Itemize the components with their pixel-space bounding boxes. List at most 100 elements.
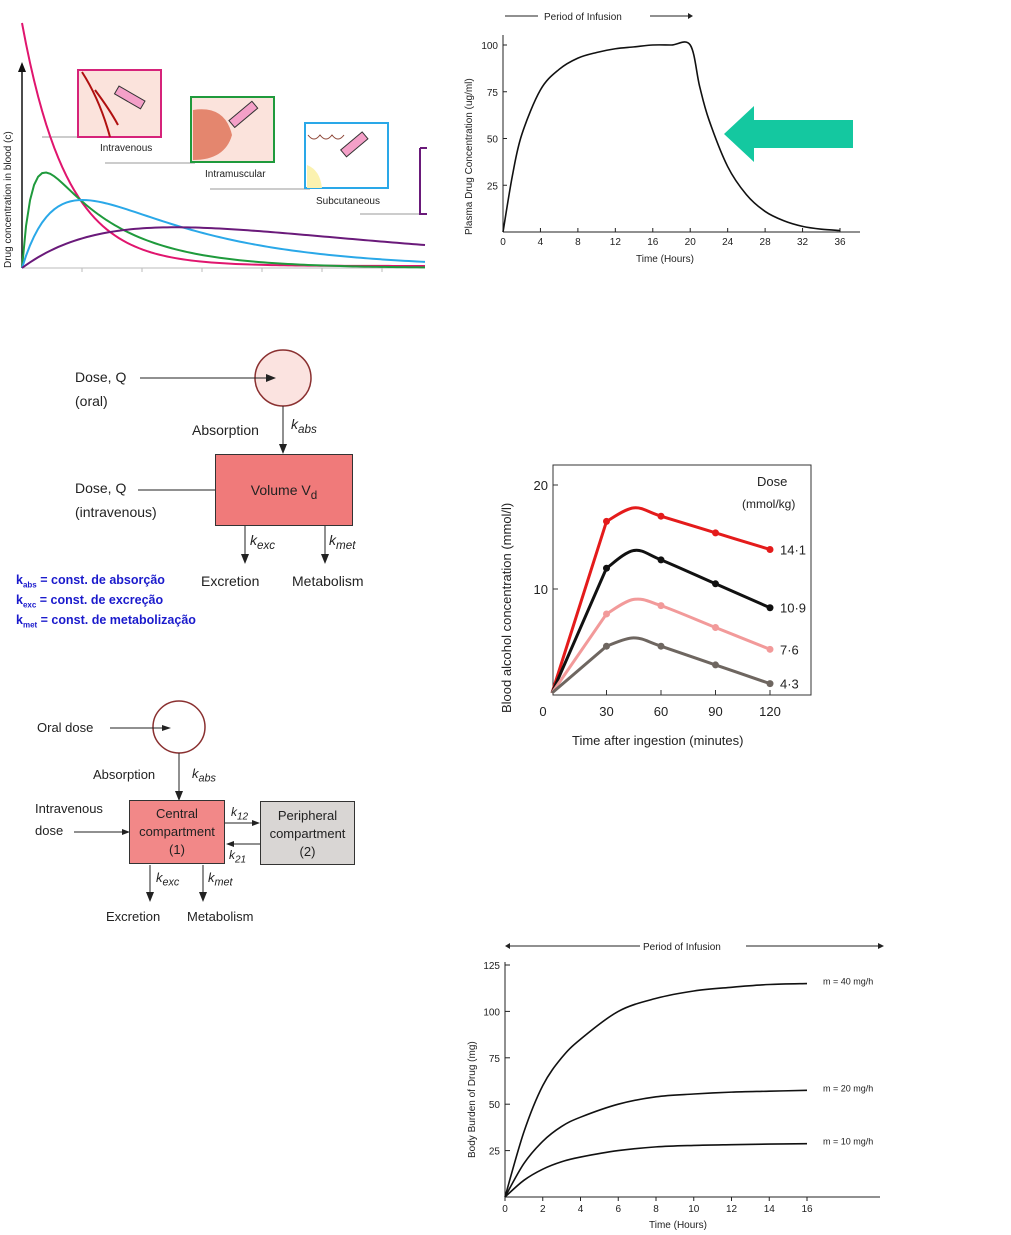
y-axis-arrow-icon: [18, 62, 26, 72]
data-point: [603, 642, 610, 650]
sc-illustration: [304, 122, 389, 189]
arrow-head-icon: [321, 554, 329, 564]
data-point: [712, 623, 719, 631]
k-met-label: kmet: [208, 870, 233, 889]
arrow-head-icon: [162, 725, 171, 731]
x-tick-label: 12: [726, 1204, 738, 1215]
k-exc-label: kexc: [156, 870, 180, 889]
y-axis-label: Plasma Drug Concentration (ug/ml): [464, 78, 475, 235]
x-tick-label: 2: [540, 1204, 546, 1215]
series-line: [504, 982, 808, 1198]
metabolism-label: Metabolism: [292, 573, 364, 589]
arrow-head-icon: [688, 13, 693, 19]
x-tick-label: 4: [538, 237, 544, 248]
arrow-head-icon: [878, 943, 884, 949]
k12-label: k12: [231, 805, 249, 823]
box-line: compartment: [269, 826, 346, 841]
x-tick-label: 12: [610, 237, 622, 248]
x-axis-label: Time (Hours): [649, 1220, 707, 1231]
series-label: m = 10 mg/h: [823, 1137, 873, 1147]
arrow-left-icon: [724, 106, 853, 162]
data-point: [712, 580, 719, 588]
arrow-head-icon: [279, 444, 287, 454]
x-tick-label: 0: [502, 1204, 508, 1215]
data-point: [603, 610, 610, 618]
peripheral-compartment-box: Peripheral compartment (2): [260, 801, 355, 865]
metabolism-label: Metabolism: [187, 909, 254, 924]
x-tick-label: 10: [688, 1204, 700, 1215]
box-line: Peripheral: [277, 808, 338, 823]
arrow-head-icon: [241, 554, 249, 564]
iv-label: Intravenous: [100, 143, 152, 154]
x-tick-label: 28: [760, 237, 772, 248]
data-point: [712, 529, 719, 537]
series-label: 14·1: [780, 542, 806, 557]
infusion-chart: Period of Infusion Plasma Drug Concentra…: [464, 12, 860, 265]
y-tick-label: 25: [489, 1147, 501, 1158]
plot-frame: [552, 464, 812, 696]
legend-unit: (mmol/kg): [742, 497, 795, 511]
central-compartment-box: Central compartment (1): [129, 800, 225, 864]
x-tick-label: 4: [578, 1204, 584, 1215]
legend-item: kabs = const. de absorção: [16, 573, 165, 590]
k-abs-label: kabs: [291, 416, 317, 436]
infusion-period-label: Period of Infusion: [643, 942, 721, 953]
oral-label: (oral): [75, 393, 108, 409]
y-tick-label: 50: [487, 135, 499, 146]
legend-title: Dose: [757, 474, 787, 489]
k-exc-label: kexc: [250, 532, 276, 552]
arrow-head-icon: [175, 791, 183, 801]
data-point: [603, 564, 610, 572]
k-met-label: kmet: [329, 532, 356, 552]
arrow-head-icon: [505, 943, 510, 949]
data-point: [657, 642, 665, 650]
excretion-label: Excretion: [106, 909, 161, 924]
series-label: 4·3: [780, 677, 799, 692]
data-point: [657, 602, 665, 610]
y-tick-label: 50: [489, 1100, 501, 1111]
im-curve: [21, 171, 426, 269]
y-tick-label: 125: [483, 961, 500, 972]
y-tick-label: 75: [487, 88, 499, 99]
legend-item: kexc = const. de excreção: [16, 593, 164, 610]
excretion-label: Excretion: [201, 573, 260, 589]
series-line: [502, 41, 841, 233]
box-line: (2): [299, 844, 316, 859]
x-tick-label: 14: [764, 1204, 776, 1215]
syringe-icon: [339, 131, 369, 158]
data-point: [712, 661, 719, 669]
y-tick-label: 10: [534, 582, 548, 597]
x-tick-label: 8: [575, 237, 581, 248]
series-label: 10·9: [780, 601, 806, 616]
oral-dose-label: Oral dose: [37, 720, 94, 735]
absorption-label: Absorption: [192, 422, 259, 438]
oral-curve: [21, 226, 426, 269]
data-point: [766, 545, 774, 553]
y-axis-label: Body Burden of Drug (mg): [467, 1041, 478, 1158]
x-axis-label: Time after ingestion (minutes): [572, 733, 743, 748]
x-tick-label: 60: [654, 704, 668, 719]
two-compartment-arrows: [74, 700, 265, 902]
data-point: [766, 604, 774, 612]
syringe-icon: [113, 85, 146, 110]
routes-chart: Drug concentration in blood (c) Intraven…: [3, 22, 427, 272]
data-point: [657, 512, 665, 520]
series-label: m = 20 mg/h: [823, 1083, 873, 1093]
arrow-head-icon: [199, 892, 207, 902]
constants-legend: kabs = const. de absorção kexc = const. …: [16, 573, 196, 633]
sc-label: Subcutaneous: [316, 196, 380, 207]
data-point: [657, 556, 665, 564]
infusion-period-label: Period of Infusion: [544, 12, 622, 23]
data-point: [603, 517, 610, 525]
x-tick-label: 0: [500, 237, 506, 248]
y-axis-label: Blood alcohol concentration (mmol/l): [499, 503, 514, 713]
x-tick-label: 120: [759, 704, 781, 719]
arrow-head-icon: [122, 829, 130, 835]
arrow-head-icon: [226, 841, 234, 847]
x-tick-label: 36: [834, 237, 846, 248]
x-tick-label: 16: [647, 237, 659, 248]
y-tick-label: 100: [483, 1007, 500, 1018]
syringe-icon: [228, 100, 259, 129]
x-tick-label: 0: [539, 704, 546, 719]
